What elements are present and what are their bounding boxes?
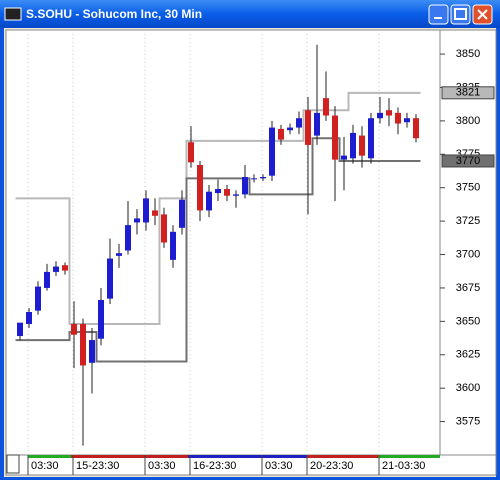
candle-body [233, 194, 239, 196]
candle-body [98, 299, 104, 339]
candle-body [260, 177, 266, 179]
title-bar [0, 0, 500, 28]
y-tick-label: 3850 [456, 48, 480, 60]
candle-body [71, 324, 77, 335]
candle-body [296, 118, 302, 128]
y-tick-label: 3650 [456, 315, 480, 327]
last-value-box [441, 154, 495, 168]
candle-body [53, 266, 59, 272]
y-tick-label: 3625 [456, 349, 480, 361]
candle-body [395, 112, 401, 124]
candle-body [305, 110, 311, 145]
candle-body [62, 265, 68, 271]
candle-body [404, 118, 410, 123]
candle-body [359, 135, 365, 156]
x-tick-label: 16-23:30 [193, 460, 236, 472]
candle-body [179, 199, 185, 228]
candle-body [206, 191, 212, 211]
x-tick-label: 03:30 [148, 460, 176, 472]
last-value-box [441, 86, 495, 100]
candle-body [116, 253, 122, 256]
window-title: S.SOHU - Sohucom Inc, 30 Min [26, 7, 202, 21]
channel-line [15, 91, 421, 326]
scroll-box[interactable] [6, 454, 20, 474]
maximize-button[interactable] [450, 4, 471, 25]
y-tick-label: 3800 [456, 115, 480, 127]
candle-body [161, 214, 167, 243]
candle-body [242, 177, 248, 195]
x-tick-label: 03:30 [265, 460, 293, 472]
candle-body [287, 127, 293, 131]
session-strip [378, 455, 440, 458]
window-buttons[interactable] [428, 4, 493, 25]
candle-body [125, 225, 131, 251]
x-tick-label: 03:30 [31, 460, 59, 472]
candle-body [350, 132, 356, 159]
candle-body [332, 115, 338, 160]
last-value-label: 3821 [456, 87, 480, 99]
y-tick-label: 3750 [456, 182, 480, 194]
candle-body [386, 110, 392, 116]
candle-body [143, 198, 149, 223]
minimize-button[interactable] [428, 4, 449, 25]
session-strip [307, 455, 378, 458]
candle-body [134, 218, 140, 223]
candle-body [80, 324, 86, 366]
candle-body [269, 127, 275, 176]
plot-area [5, 29, 441, 456]
candle-body [17, 322, 23, 337]
y-tick-label: 3700 [456, 248, 480, 260]
candle-body [278, 128, 284, 140]
last-value-label: 3770 [456, 155, 480, 167]
candle-body [251, 178, 257, 180]
candle-body [152, 210, 158, 216]
y-tick-label: 3675 [456, 282, 480, 294]
candle-body [323, 98, 329, 116]
candle-body [377, 112, 383, 119]
x-tick-label: 20-23:30 [310, 460, 353, 472]
candle-body [224, 189, 230, 196]
candle-body [35, 286, 41, 311]
session-strip [188, 455, 307, 458]
candle-body [188, 142, 194, 163]
candle-body [215, 189, 221, 194]
x-tick-label: 21-03:30 [382, 460, 425, 472]
candle-body [314, 112, 320, 136]
y-tick-label: 3600 [456, 382, 480, 394]
session-strip [28, 455, 71, 458]
candle-body [341, 155, 347, 160]
x-tick-label: 15-23:30 [76, 460, 119, 472]
candle-body [89, 340, 95, 363]
candle-body [44, 271, 50, 288]
candle-body [107, 258, 113, 299]
app-icon [4, 7, 22, 21]
candle-body [197, 164, 203, 211]
candle-body [413, 118, 419, 139]
candle-body [368, 118, 374, 159]
y-tick-label: 3575 [456, 415, 480, 427]
y-tick-label: 3725 [456, 215, 480, 227]
candle-body [26, 311, 32, 325]
session-strip [71, 455, 188, 458]
candle-body [170, 231, 176, 260]
